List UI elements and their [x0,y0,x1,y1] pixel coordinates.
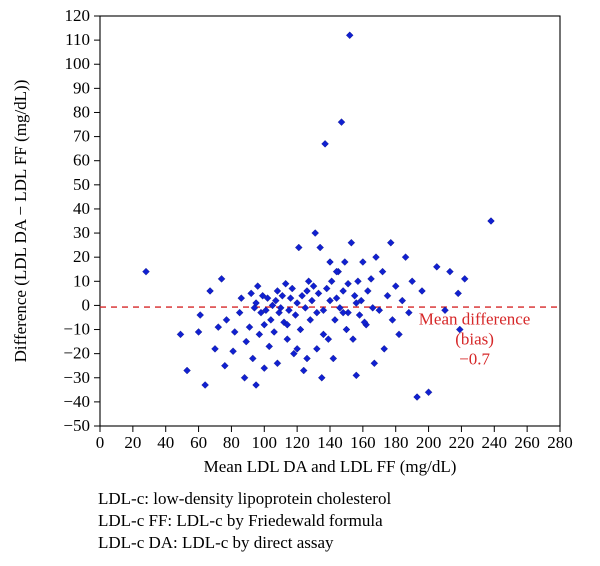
chart-background [0,0,600,566]
footer-line: LDL-c: low-density lipoprotein cholester… [98,489,391,508]
y-tick-label: 30 [73,223,90,242]
y-tick-label: 40 [73,199,90,218]
y-tick-label: −50 [63,416,90,435]
y-tick-label: −40 [63,392,90,411]
x-tick-label: 40 [157,433,174,452]
bias-annotation-line: Mean difference [419,310,531,329]
x-tick-label: 220 [449,433,475,452]
x-tick-label: 200 [416,433,442,452]
y-tick-label: 20 [73,247,90,266]
footer-line: LDL-c FF: LDL-c by Friedewald formula [98,511,383,530]
y-tick-label: 50 [73,175,90,194]
x-tick-label: 80 [223,433,240,452]
y-tick-label: 10 [73,271,90,290]
bias-annotation-line: −0.7 [459,350,490,369]
y-tick-label: −10 [63,320,90,339]
y-axis-label: Difference (LDL DA − LDL FF (mg/dL)) [11,80,30,363]
x-tick-label: 180 [383,433,409,452]
x-tick-label: 260 [514,433,540,452]
x-tick-label: 120 [284,433,310,452]
x-tick-label: 60 [190,433,207,452]
y-tick-label: 0 [82,295,91,314]
y-tick-label: −20 [63,344,90,363]
y-tick-label: 70 [73,127,90,146]
y-tick-label: 90 [73,78,90,97]
y-tick-label: 100 [65,54,91,73]
x-tick-label: 160 [350,433,376,452]
x-tick-label: 20 [124,433,141,452]
y-tick-label: 120 [65,6,91,25]
footer-line: LDL-c DA: LDL-c by direct assay [98,533,334,552]
bias-annotation-line: (bias) [455,330,494,349]
y-tick-label: 60 [73,151,90,170]
x-tick-label: 0 [96,433,105,452]
x-tick-label: 240 [482,433,508,452]
x-tick-label: 100 [252,433,278,452]
y-tick-label: 80 [73,102,90,121]
y-tick-label: −30 [63,368,90,387]
x-tick-label: 140 [317,433,343,452]
y-tick-label: 110 [65,30,90,49]
x-tick-label: 280 [547,433,573,452]
x-axis-label: Mean LDL DA and LDL FF (mg/dL) [204,457,457,476]
